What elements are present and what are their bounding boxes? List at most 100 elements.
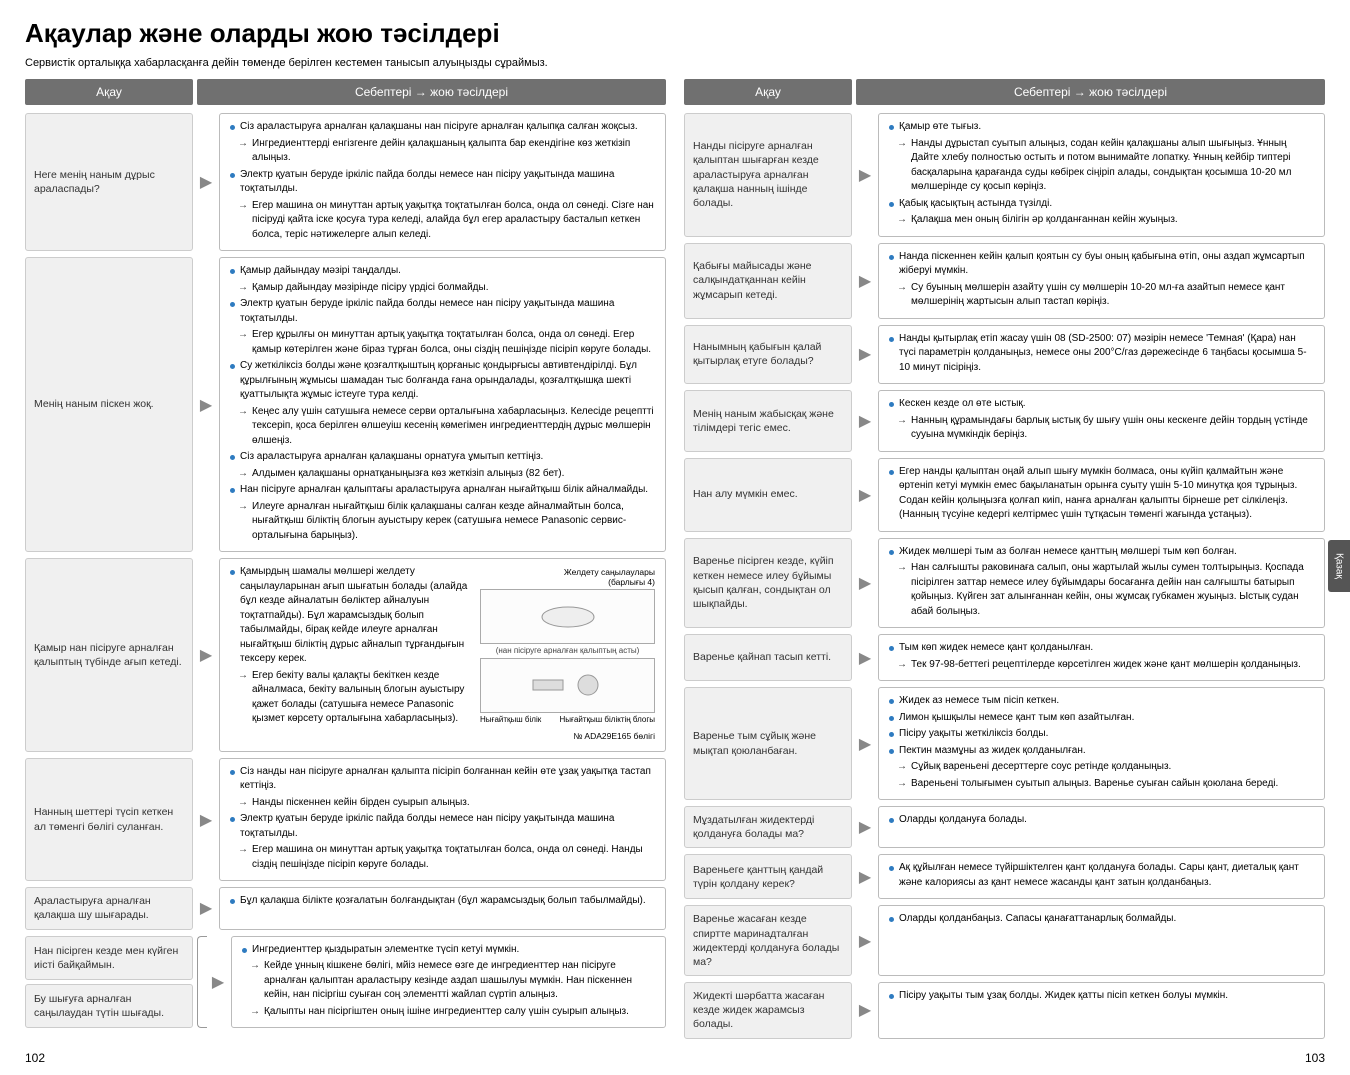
arrow-icon: ▶ <box>856 687 874 800</box>
arrow-icon: ▶ <box>209 936 227 1029</box>
cause-item: Бұл қалақша білікте қозғалатын болғандық… <box>230 894 655 909</box>
cause-item: Сіз араластыруға арналған қалақшаны орна… <box>230 450 655 465</box>
remedy-item: Су буының мөлшерін азайту үшін су мөлшер… <box>889 281 1314 310</box>
cause-item: Пісіру уақыты жеткіліксіз болды. <box>889 727 1314 742</box>
arrow-icon: ▶ <box>197 257 215 552</box>
cause-item: Электр қуатын беруде іркіліс пайда болды… <box>230 812 655 841</box>
issue-cell: Варенье қайнап тасып кетті. <box>684 634 852 681</box>
remedy-item: Егер машина он минуттан артық уақытқа то… <box>230 843 655 872</box>
cause-cell: Қамыр өте тығыз.Нанды дұрыстап суытып ал… <box>878 113 1325 237</box>
remedy-item: Илеуге арналған нығайтқыш білік қалақшан… <box>230 500 655 544</box>
cause-item: Нанды қытырлақ етіп жасау үшін 08 (SD-25… <box>889 332 1314 376</box>
intro-text: Сервистік орталыққа хабарласқанға дейін … <box>25 57 1325 69</box>
cause-cell: Кескен кезде ол өте ыстық. Нанның құрамын… <box>878 390 1325 452</box>
remedy-item: Кейде ұнның кішкене бөлігі, мйіз немесе … <box>242 959 655 1003</box>
remedy-item: Ингредиенттерді енгізгенге дейін қалақша… <box>230 137 655 166</box>
cause-cell: Жидек аз немесе тым пісіп кеткен. Лимон қ… <box>878 687 1325 800</box>
remedy-item: Қамыр дайындау мәзірінде пісіру үрдісі б… <box>230 281 655 296</box>
issue-cell: Бу шығуға арналған саңылаудан түтін шыға… <box>25 984 193 1028</box>
cause-item: Пектин мазмұны аз жидек қолданылған. <box>889 744 1314 759</box>
cause-item: Сіз нанды нан пісіруге арналған қалыпта … <box>230 765 655 794</box>
remedy-item: Нанды дұрыстап суытып алыңыз, содан кейі… <box>889 137 1314 195</box>
cause-cell: Нанда піскеннен кейін қалып қоятын су бу… <box>878 243 1325 319</box>
remedy-item: Қалыпты нан пісіргіштен оның ішіне ингре… <box>242 1005 655 1020</box>
cause-cell: Желдету саңылаулары (барлығы 4)(нан пісі… <box>219 558 666 752</box>
cause-cell: Оларды қолданбаңыз. Сапасы қанағаттанарл… <box>878 905 1325 976</box>
arrow-icon: ▶ <box>856 854 874 899</box>
issue-cell: Нанды пісіруге арналған қалыптан шығарға… <box>684 113 852 237</box>
remedy-item: Сұйық вареньені десерттерге соус ретінде… <box>889 760 1314 775</box>
cause-item: Оларды қолдануға болады. <box>889 813 1314 828</box>
cause-cell: Егер нанды қалыптан оңай алып шығу мүмкі… <box>878 458 1325 532</box>
remedy-item: Кеңес алу үшін сатушыға немесе серви орт… <box>230 405 655 449</box>
cause-item: Жидек мөлшері тым аз болған немесе қантт… <box>889 545 1314 560</box>
cause-item: Қамырдың шамалы мөлшері желдету саңылаул… <box>230 565 655 667</box>
arrow-icon: ▶ <box>856 243 874 319</box>
issue-cell: Нанның шеттері түсіп кеткен ал төменгі б… <box>25 758 193 882</box>
cause-cell: Оларды қолдануға болады. <box>878 806 1325 848</box>
issue-cell: Араластыруға арналған қалақша шу шығарад… <box>25 887 193 929</box>
arrow-icon: ▶ <box>197 113 215 251</box>
cause-item: Пісіру уақыты тым ұзақ болды. Жидек қатт… <box>889 989 1314 1004</box>
issue-cell: Қамыр нан пісіруге арналған қалыптың түб… <box>25 558 193 752</box>
remedy-item: Алдымен қалақшаны орнатқаныңызға көз жет… <box>230 467 655 482</box>
remedy-item: Егер машина он минуттан артық уақытқа то… <box>230 199 655 243</box>
arrow-icon: ▶ <box>856 634 874 681</box>
arrow-icon: ▶ <box>856 806 874 848</box>
cause-item: Электр қуатын беруде іркіліс пайда болды… <box>230 168 655 197</box>
page-number-left: 102 <box>25 1051 45 1065</box>
col-header-issue: Ақау <box>25 79 193 105</box>
cause-item: Лимон қышқылы немесе қант тым көп азайты… <box>889 711 1314 726</box>
arrow-icon: ▶ <box>856 325 874 385</box>
arrow-icon: ▶ <box>197 758 215 882</box>
issue-cell: Нан алу мүмкін емес. <box>684 458 852 532</box>
arrow-icon: ▶ <box>856 390 874 452</box>
issue-cell: Менің наным жабысқақ және тілімдері тегі… <box>684 390 852 452</box>
cause-item: Қабық қасықтың астында түзілді. <box>889 197 1314 212</box>
arrow-icon: ▶ <box>197 887 215 929</box>
remedy-item: Тек 97-98-беттегі рецептілерде көрсетілг… <box>889 658 1314 673</box>
issue-cell: Жидекті шәрбатта жасаған кезде жидек жар… <box>684 982 852 1039</box>
bracket-icon <box>197 936 207 1029</box>
issue-cell: Қабығы майысады және салқындатқаннан кей… <box>684 243 852 319</box>
cause-item: Электр қуатын беруде іркіліс пайда болды… <box>230 297 655 326</box>
cause-cell: Сіз араластыруға арналған қалақшаны нан … <box>219 113 666 251</box>
cause-item: Жидек аз немесе тым пісіп кеткен. <box>889 694 1314 709</box>
language-tab: Қазақ <box>1328 540 1350 592</box>
cause-cell: Жидек мөлшері тым аз болған немесе қантт… <box>878 538 1325 629</box>
page-number-right: 103 <box>1305 1051 1325 1065</box>
issue-cell: Варенье тым сұйық және мықтап қоюланбаға… <box>684 687 852 800</box>
cause-cell: Ингредиенттер қыздыратын элементке түсіп… <box>231 936 666 1029</box>
cause-item: Кескен кезде ол өте ыстық. <box>889 397 1314 412</box>
cause-item: Су жеткіліксіз болды және қозғалтқыштың … <box>230 359 655 403</box>
issue-cell: Неге менің наным дұрыс араласпады? <box>25 113 193 251</box>
issue-cell: Нан пісірген кезде мен күйген иісті байқ… <box>25 936 193 980</box>
cause-item: Ақ құйылған немесе түйіршіктелген қант қ… <box>889 861 1314 890</box>
page-title: Ақаулар және оларды жою тәсілдері <box>25 18 1325 49</box>
remedy-item: Нан салғышты раковинаға салып, оны жарты… <box>889 561 1314 619</box>
cause-cell: Бұл қалақша білікте қозғалатын болғандық… <box>219 887 666 929</box>
issue-cell: Варенье пісірген кезде, күйіп кеткен нем… <box>684 538 852 629</box>
arrow-icon: ▶ <box>856 905 874 976</box>
arrow-icon: ▶ <box>197 558 215 752</box>
cause-item: Ингредиенттер қыздыратын элементке түсіп… <box>242 943 655 958</box>
remedy-item: Егер бекіту валы қалақты бекіткен кезде … <box>230 669 655 727</box>
cause-item: Оларды қолданбаңыз. Сапасы қанағаттанарл… <box>889 912 1314 927</box>
cause-cell: Ақ құйылған немесе түйіршіктелген қант қ… <box>878 854 1325 899</box>
remedy-item: Вареньені толығымен суытып алыңыз. Варен… <box>889 777 1314 792</box>
col-header-issue: Ақау <box>684 79 852 105</box>
remedy-item: Нанның құрамындағы барлық ыстық бу шығу … <box>889 414 1314 443</box>
arrow-icon: ▶ <box>856 113 874 237</box>
cause-cell: Пісіру уақыты тым ұзақ болды. Жидек қатт… <box>878 982 1325 1039</box>
col-header-cause: Себептері → жою тәсілдері <box>197 79 666 105</box>
cause-item: Тым көп жидек немесе қант қолданылған. <box>889 641 1314 656</box>
col-header-cause: Себептері → жою тәсілдері <box>856 79 1325 105</box>
cause-item: Сіз араластыруға арналған қалақшаны нан … <box>230 120 655 135</box>
issue-cell: Нанымның қабығын қалай қытырлақ етуге бо… <box>684 325 852 385</box>
issue-cell: Менің наным піскен жоқ. <box>25 257 193 552</box>
arrow-icon: ▶ <box>856 458 874 532</box>
arrow-icon: ▶ <box>856 982 874 1039</box>
issue-cell: Мұздатылған жидектерді қолдануға болады … <box>684 806 852 848</box>
remedy-item: Қалақша мен оның білігін әр қолданғаннан… <box>889 213 1314 228</box>
cause-cell: Қамыр дайындау мәзірі таңдалды.Қамыр дай… <box>219 257 666 552</box>
